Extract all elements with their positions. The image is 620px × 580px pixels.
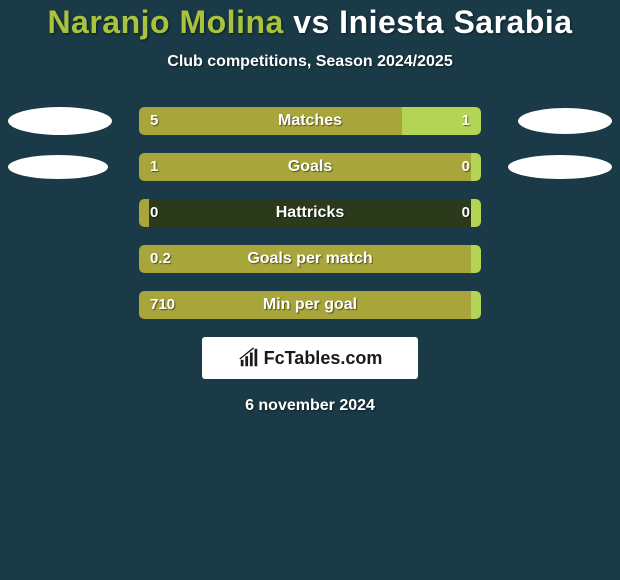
stats-rows: 51Matches10Goals00Hattricks0.2Goals per … <box>0 107 620 319</box>
stat-bar: 0.2Goals per match <box>139 245 481 273</box>
player1-name: Naranjo Molina <box>47 4 283 40</box>
date-label: 6 november 2024 <box>0 397 620 415</box>
stat-bar: 0 0Hattricks <box>139 199 481 227</box>
stat-bar-left <box>139 153 471 181</box>
player2-oval <box>508 155 612 179</box>
stat-bar-right <box>471 153 481 181</box>
stat-row: 10Goals <box>0 153 620 181</box>
stat-bar-left <box>139 199 149 227</box>
brand-text: FcTables.com <box>264 348 383 369</box>
stat-bar-left <box>139 291 471 319</box>
stat-bar-left <box>139 245 471 273</box>
stat-value-left: 1 <box>150 153 158 181</box>
stat-bar-right <box>471 291 481 319</box>
player2-oval <box>518 108 612 134</box>
vs-label: vs <box>293 4 330 40</box>
subtitle: Club competitions, Season 2024/2025 <box>0 53 620 71</box>
stat-bar-right <box>471 199 481 227</box>
stat-row: 710Min per goal <box>0 291 620 319</box>
stat-value-left: 0.2 <box>150 245 171 273</box>
stat-row: 0 0Hattricks <box>0 199 620 227</box>
stat-bar: 10Goals <box>139 153 481 181</box>
stat-value-left: 710 <box>150 291 175 319</box>
page-title: Naranjo Molina vs Iniesta Sarabia <box>0 4 620 41</box>
stat-value-right: 1 <box>462 107 470 135</box>
stat-value-right: 0 <box>462 153 470 181</box>
stat-metric-label: Hattricks <box>139 199 481 227</box>
stat-bar-left <box>139 107 402 135</box>
comparison-widget: Naranjo Molina vs Iniesta Sarabia Club c… <box>0 0 620 415</box>
player1-oval <box>8 155 108 179</box>
stat-row: 0.2Goals per match <box>0 245 620 273</box>
stat-value-left: 0 <box>150 199 158 227</box>
player1-oval <box>8 107 112 135</box>
brand-badge: FcTables.com <box>202 337 418 379</box>
stat-value-left: 5 <box>150 107 158 135</box>
stat-bar: 710Min per goal <box>139 291 481 319</box>
player2-name: Iniesta Sarabia <box>339 4 572 40</box>
brand-chart-icon <box>238 347 260 369</box>
stat-value-right: 0 <box>462 199 470 227</box>
stat-bar: 51Matches <box>139 107 481 135</box>
stat-bar-right <box>471 245 481 273</box>
stat-row: 51Matches <box>0 107 620 135</box>
